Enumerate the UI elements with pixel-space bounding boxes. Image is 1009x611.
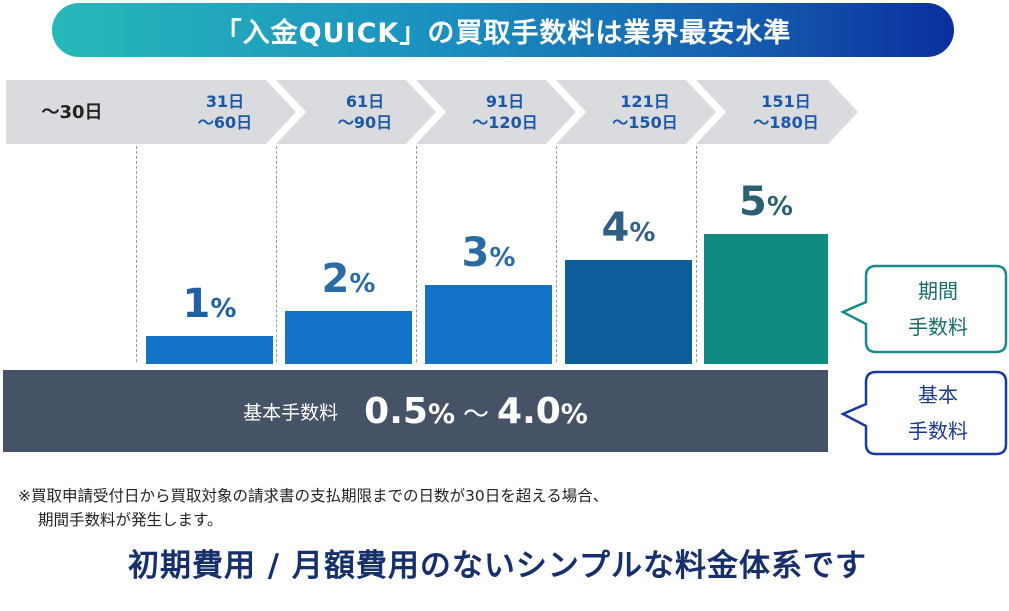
period-divider bbox=[136, 146, 137, 362]
footnote-line-2: 期間手数料が発生します。 bbox=[38, 511, 223, 529]
period-label-3-end: ～120日 bbox=[472, 113, 538, 132]
period-chevron-0: ～30日 bbox=[6, 80, 166, 144]
fee-bar-4 bbox=[565, 260, 692, 364]
tagline: 初期費用 / 月額費用のないシンプルな料金体系です bbox=[128, 548, 867, 584]
fee-bar-2 bbox=[285, 311, 412, 364]
base-fee-band: 基本手数料 0.5% ～ 4.0% bbox=[3, 370, 828, 452]
fee-unit: % bbox=[629, 218, 656, 248]
header-title: 「入金QUICK」の買取手数料は業界最安水準 bbox=[214, 17, 792, 49]
period-label-2-end: ～90日 bbox=[337, 113, 393, 132]
fee-unit: % bbox=[766, 192, 793, 222]
fee-unit: % bbox=[489, 243, 516, 273]
fee-bar-1 bbox=[146, 336, 273, 364]
callout-bubble-shape bbox=[840, 264, 1008, 354]
period-fee-callout: 期間 手数料 bbox=[840, 264, 1009, 354]
base-fee-min: 0.5 bbox=[364, 390, 428, 432]
fee-value-label-3: 3% bbox=[429, 233, 549, 278]
period-label-4-end: ～150日 bbox=[612, 113, 678, 132]
fee-value: 1 bbox=[182, 281, 211, 327]
range-tilde: ～ bbox=[463, 399, 490, 430]
period-label-0: ～30日 bbox=[41, 101, 103, 123]
fee-value-label-4: 4% bbox=[569, 208, 689, 253]
fee-value: 5 bbox=[739, 179, 767, 225]
fee-unit: % bbox=[349, 269, 376, 299]
base-fee-callout-line2: 手数料 bbox=[908, 419, 968, 443]
period-chevron-5: 151日 ～180日 bbox=[696, 80, 858, 144]
period-label-1-start: 31日 bbox=[205, 92, 245, 111]
period-chevron-4: 121日 ～150日 bbox=[556, 80, 716, 144]
fee-value-label-5: 5% bbox=[706, 182, 826, 227]
fee-bar-5 bbox=[704, 234, 828, 364]
period-label-4-start: 121日 bbox=[620, 92, 670, 111]
base-fee-label: 基本手数料 bbox=[243, 401, 339, 424]
base-fee-range: 0.5% ～ 4.0% bbox=[364, 391, 588, 432]
fee-value: 3 bbox=[461, 230, 490, 276]
period-label-1-end: ～60日 bbox=[197, 113, 253, 132]
base-fee-max: 4.0 bbox=[497, 390, 561, 432]
period-divider bbox=[556, 146, 557, 362]
period-label-5-end: ～180日 bbox=[753, 113, 819, 132]
base-fee-callout-line1: 基本 bbox=[918, 383, 958, 407]
period-label-3-start: 91日 bbox=[485, 92, 525, 111]
period-divider bbox=[696, 146, 697, 362]
period-chevron-3: 91日 ～120日 bbox=[416, 80, 576, 144]
fee-value: 4 bbox=[601, 205, 630, 251]
period-chevron-2: 61日 ～90日 bbox=[276, 80, 436, 144]
fee-value: 2 bbox=[321, 256, 350, 302]
fee-value-label-1: 1% bbox=[150, 284, 270, 329]
period-divider bbox=[416, 146, 417, 362]
period-divider bbox=[276, 146, 277, 362]
fee-unit: % bbox=[210, 294, 237, 324]
fee-value-label-2: 2% bbox=[289, 259, 409, 304]
period-fee-callout-line2: 手数料 bbox=[908, 315, 968, 339]
footnote: ※買取申請受付日から買取対象の請求書の支払期限までの日数が30日を超える場合、 … bbox=[18, 484, 608, 532]
period-fee-callout-line1: 期間 bbox=[918, 279, 958, 303]
period-label-2-start: 61日 bbox=[345, 92, 385, 111]
period-label-5-start: 151日 bbox=[761, 92, 811, 111]
fee-bar-3 bbox=[425, 285, 552, 364]
base-fee-unit: % bbox=[560, 398, 588, 430]
callout-bubble-shape bbox=[840, 370, 1008, 456]
header-banner: 「入金QUICK」の買取手数料は業界最安水準 bbox=[52, 3, 954, 57]
base-fee-unit: % bbox=[427, 398, 455, 430]
base-fee-callout: 基本 手数料 bbox=[840, 370, 1009, 456]
footnote-line-1: ※買取申請受付日から買取対象の請求書の支払期限までの日数が30日を超える場合、 bbox=[18, 487, 609, 505]
